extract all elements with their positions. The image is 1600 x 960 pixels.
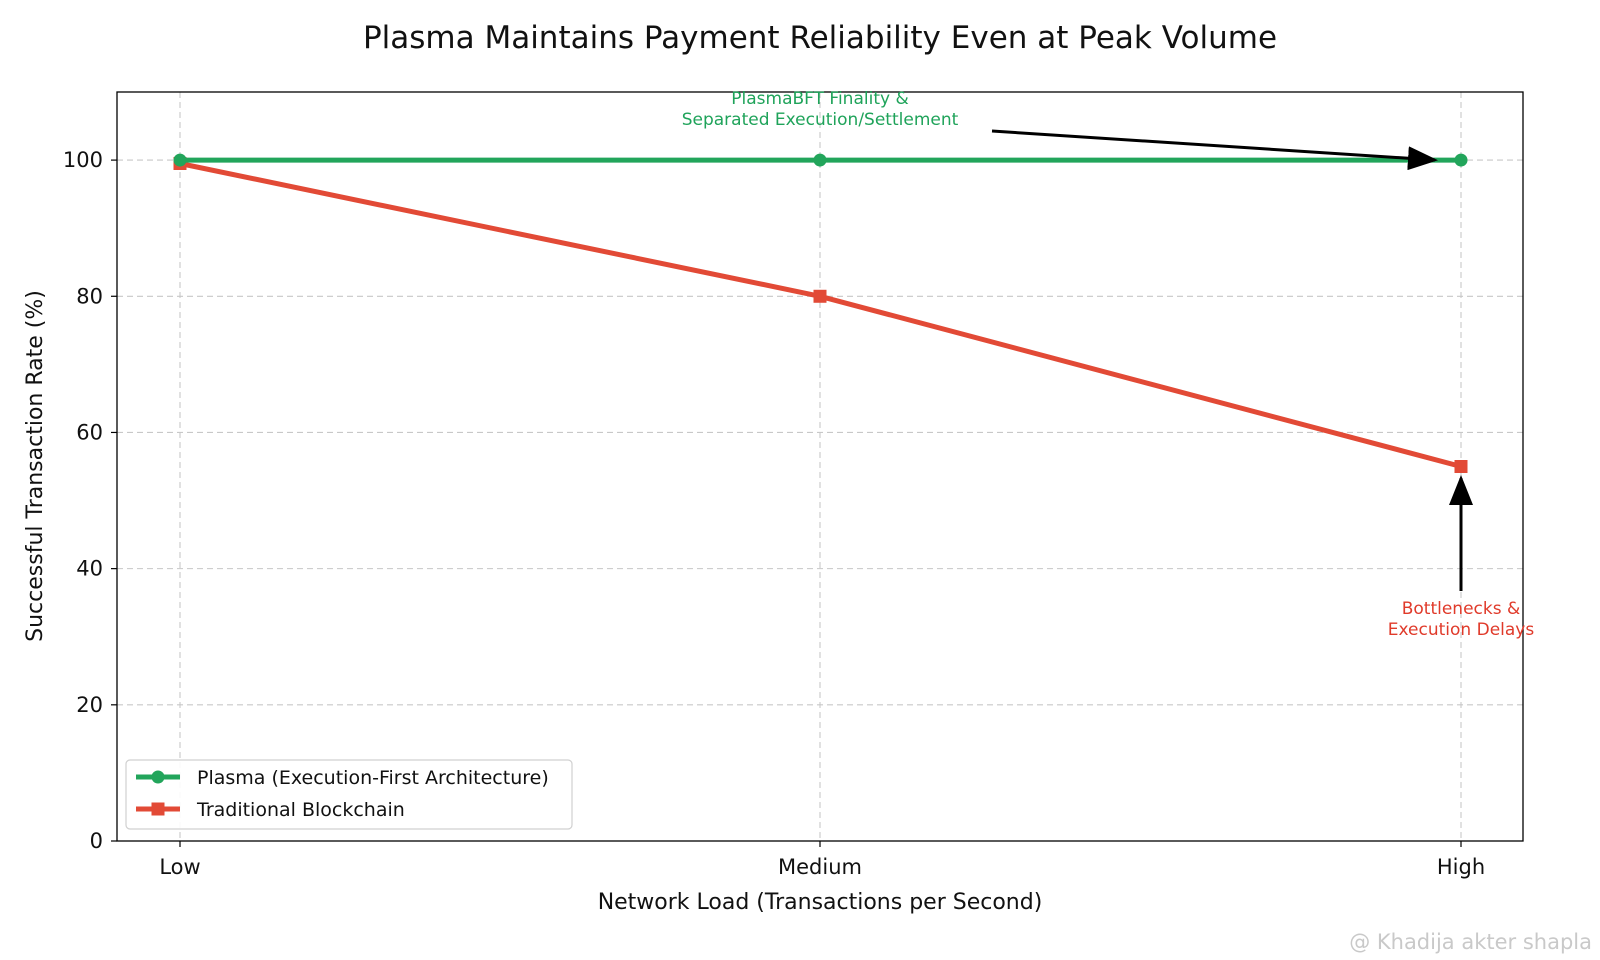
annotation-plasma: PlasmaBFT Finality & Separated Execution/…	[682, 89, 959, 130]
legend: Plasma (Execution-First Architecture) Tra…	[125, 759, 573, 830]
y-axis-ticks: 0 20 40 60 80 100	[63, 148, 117, 853]
y-tick-label: 60	[76, 420, 103, 444]
annotations-layer: PlasmaBFT Finality & Separated Execution/…	[682, 89, 1535, 640]
chart-title: Plasma Maintains Payment Reliability Eve…	[363, 20, 1277, 56]
y-tick-label: 100	[63, 148, 103, 172]
y-tick-label: 20	[76, 693, 103, 717]
plasma-point	[173, 153, 187, 167]
legend-box	[125, 759, 573, 830]
traditional-point	[813, 289, 827, 303]
y-axis-label: Successful Transaction Rate (%)	[23, 290, 48, 642]
x-tick-label: Low	[159, 855, 200, 879]
annotation-traditional-line: Execution Delays	[1388, 620, 1535, 640]
legend-marker	[151, 770, 165, 784]
y-tick-label: 40	[76, 557, 103, 581]
grid	[117, 92, 1523, 842]
x-tick-label: High	[1437, 855, 1485, 879]
plasma-point	[813, 153, 827, 167]
y-tick-label: 80	[76, 284, 103, 308]
y-tick-label: 0	[90, 829, 103, 853]
legend-marker	[151, 802, 165, 816]
annotation-traditional: Bottlenecks & Execution Delays	[1388, 599, 1535, 640]
legend-label: Traditional Blockchain	[196, 799, 405, 821]
x-axis-label: Network Load (Transactions per Second)	[598, 890, 1043, 915]
x-tick-label: Medium	[778, 855, 862, 879]
plasma-point	[1454, 153, 1468, 167]
legend-label: Plasma (Execution-First Architecture)	[197, 767, 549, 789]
series-layer	[173, 153, 1468, 473]
annotation-plasma-line: Separated Execution/Settlement	[682, 110, 959, 130]
x-axis-ticks: Low Medium High	[159, 841, 1485, 879]
annotation-traditional-line: Bottlenecks &	[1402, 599, 1521, 619]
traditional-point	[1454, 460, 1468, 473]
watermark: @ Khadija akter shapla	[1349, 930, 1592, 954]
annotation-plasma-arrow	[991, 129, 1438, 171]
annotation-plasma-line: PlasmaBFT Finality &	[731, 89, 908, 109]
